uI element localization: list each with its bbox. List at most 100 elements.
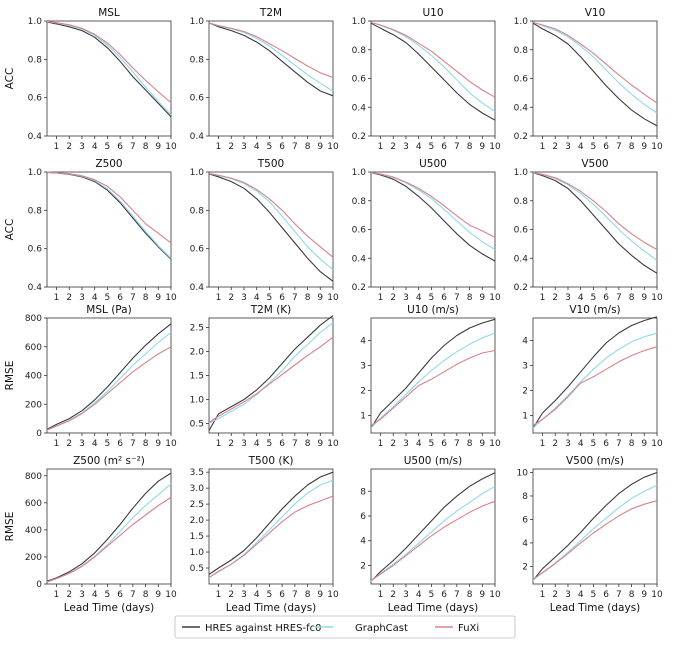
- x-tick-label: 5: [105, 142, 111, 152]
- x-tick-label: 5: [267, 439, 273, 449]
- x-tick-label: 1: [540, 142, 546, 152]
- series-line-hres-against-hres-fc0: [532, 316, 658, 429]
- x-tick-label: 2: [66, 439, 72, 449]
- y-tick-label: 3.0: [190, 484, 205, 494]
- x-tick-label: 10: [165, 439, 177, 449]
- x-tick-label: 5: [429, 590, 435, 600]
- legend-entry: HRES against HRES-fc0: [205, 623, 321, 634]
- x-tick-label: 5: [429, 293, 435, 303]
- x-tick-label: 1: [378, 590, 384, 600]
- x-tick-label: 3: [79, 439, 85, 449]
- y-tick-label: 4: [360, 337, 366, 347]
- x-tick-label: 8: [305, 590, 311, 600]
- series-line-graphcast: [370, 332, 496, 429]
- series-line-graphcast: [46, 483, 172, 583]
- x-tick-label: 9: [641, 142, 647, 152]
- x-tick-label: 4: [92, 439, 98, 449]
- y-tick-label: 0.8: [190, 55, 205, 65]
- x-tick-label: 8: [305, 142, 311, 152]
- y-tick-label: 10: [517, 469, 529, 479]
- x-tick-label: 3: [403, 439, 409, 449]
- y-tick-label: 0.6: [28, 94, 43, 104]
- x-tick-label: 6: [441, 590, 447, 600]
- x-tick-label: 3: [403, 142, 409, 152]
- x-axis-label: Lead Time (days): [388, 602, 479, 614]
- x-tick-label: 3: [241, 439, 247, 449]
- y-tick-label: 0.6: [190, 94, 205, 104]
- series-line-hres-against-hres-fc0: [208, 315, 334, 431]
- series-line-hres-against-hres-fc0: [46, 472, 172, 582]
- x-tick-label: 10: [165, 142, 177, 152]
- x-tick-label: 10: [651, 142, 663, 152]
- x-tick-label: 8: [305, 439, 311, 449]
- x-tick-label: 2: [552, 142, 558, 152]
- series-line-hres-against-hres-fc0: [46, 21, 172, 118]
- x-tick-label: 7: [292, 590, 298, 600]
- y-tick-label: 0.2: [352, 132, 366, 142]
- x-tick-label: 6: [603, 439, 609, 449]
- legend-box: [174, 615, 516, 639]
- y-tick-label: 6: [522, 515, 528, 525]
- panel-z500-m-s: Z500 (m² s⁻²) 0 200 400 600 800 1 2 3 4 5 6 7 8 9 10 RMS…: [4, 455, 177, 614]
- x-tick-label: 4: [254, 293, 260, 303]
- x-tick-label: 3: [79, 590, 85, 600]
- y-tick-label: 0.4: [28, 283, 43, 293]
- panel-msl-pa: MSL (Pa) 0 200 400 600 800 1 2 3 4 5 6 7 8 9 10 RMSE: [4, 304, 177, 449]
- plot-frame: [370, 317, 496, 434]
- x-tick-label: 1: [54, 293, 60, 303]
- plot-frame: [208, 20, 334, 137]
- series-line-fuxi: [532, 21, 658, 104]
- y-axis-label: RMSE: [4, 361, 16, 391]
- y-tick-label: 8: [360, 487, 366, 497]
- plot-frame: [532, 20, 658, 137]
- y-tick-label: 0.5: [190, 419, 204, 429]
- x-tick-label: 7: [130, 590, 136, 600]
- x-tick-label: 5: [105, 439, 111, 449]
- y-tick-label: 800: [25, 472, 42, 482]
- panel-t500: T500 0.4 0.6 0.8 1.0 1 2 3 4 5 6 7 8 9 10: [190, 158, 339, 303]
- x-tick-label: 8: [629, 439, 635, 449]
- series-line-fuxi: [370, 500, 496, 581]
- x-tick-label: 10: [489, 590, 501, 600]
- y-tick-label: 0: [36, 429, 42, 439]
- x-tick-label: 2: [552, 439, 558, 449]
- series-line-fuxi: [208, 336, 334, 423]
- x-tick-label: 6: [117, 590, 123, 600]
- x-tick-label: 8: [143, 590, 149, 600]
- y-axis-label: ACC: [4, 68, 16, 90]
- x-tick-label: 4: [416, 590, 422, 600]
- series-line-fuxi: [46, 496, 172, 583]
- x-tick-label: 6: [603, 590, 609, 600]
- series-line-graphcast: [46, 171, 172, 259]
- y-tick-label: 0.8: [352, 197, 367, 207]
- x-tick-label: 5: [591, 142, 597, 152]
- x-tick-label: 6: [279, 439, 285, 449]
- x-tick-label: 10: [327, 293, 339, 303]
- x-tick-label: 6: [603, 142, 609, 152]
- panel-title: MSL: [98, 7, 120, 19]
- x-tick-label: 2: [552, 590, 558, 600]
- x-tick-label: 9: [479, 439, 485, 449]
- x-tick-label: 1: [540, 590, 546, 600]
- y-tick-label: 0.6: [352, 75, 367, 85]
- y-axis-label: RMSE: [4, 512, 16, 542]
- y-tick-label: 400: [25, 526, 42, 536]
- x-tick-label: 1: [540, 439, 546, 449]
- series-line-fuxi: [370, 172, 496, 238]
- x-tick-label: 4: [254, 590, 260, 600]
- y-tick-label: 0.8: [28, 55, 43, 65]
- y-tick-label: 0.2: [352, 283, 366, 293]
- x-tick-label: 5: [267, 142, 273, 152]
- series-line-fuxi: [46, 21, 172, 103]
- x-tick-label: 5: [267, 590, 273, 600]
- y-tick-label: 0.5: [190, 564, 204, 574]
- plot-frame: [46, 171, 172, 288]
- y-tick-label: 2: [360, 561, 366, 571]
- y-tick-label: 0.6: [28, 245, 43, 255]
- y-tick-label: 0.6: [352, 226, 367, 236]
- x-axis-label: Lead Time (days): [64, 602, 155, 614]
- panel-title: U10 (m/s): [407, 304, 459, 316]
- plot-frame: [46, 317, 172, 434]
- panel-title: Z500: [95, 158, 122, 170]
